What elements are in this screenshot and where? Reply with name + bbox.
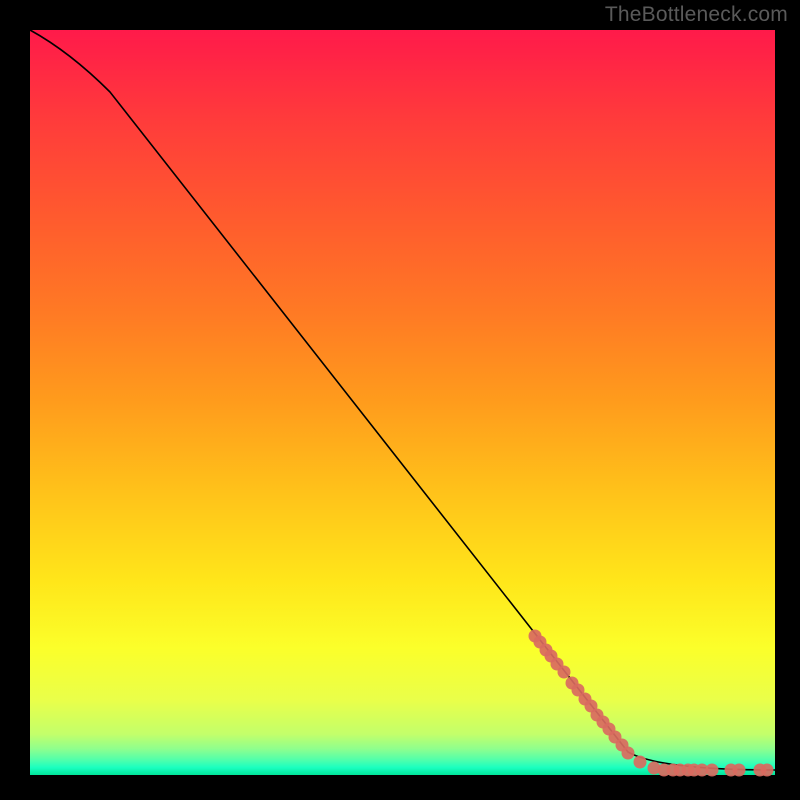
data-marker xyxy=(634,756,647,769)
data-marker xyxy=(558,666,571,679)
data-marker xyxy=(622,747,635,760)
data-marker xyxy=(761,764,774,777)
chart-root: TheBottleneck.com xyxy=(0,0,800,800)
chart-svg xyxy=(0,0,800,800)
plot-background xyxy=(30,30,775,775)
data-marker xyxy=(706,764,719,777)
data-marker xyxy=(733,764,746,777)
watermark-text: TheBottleneck.com xyxy=(605,3,788,27)
